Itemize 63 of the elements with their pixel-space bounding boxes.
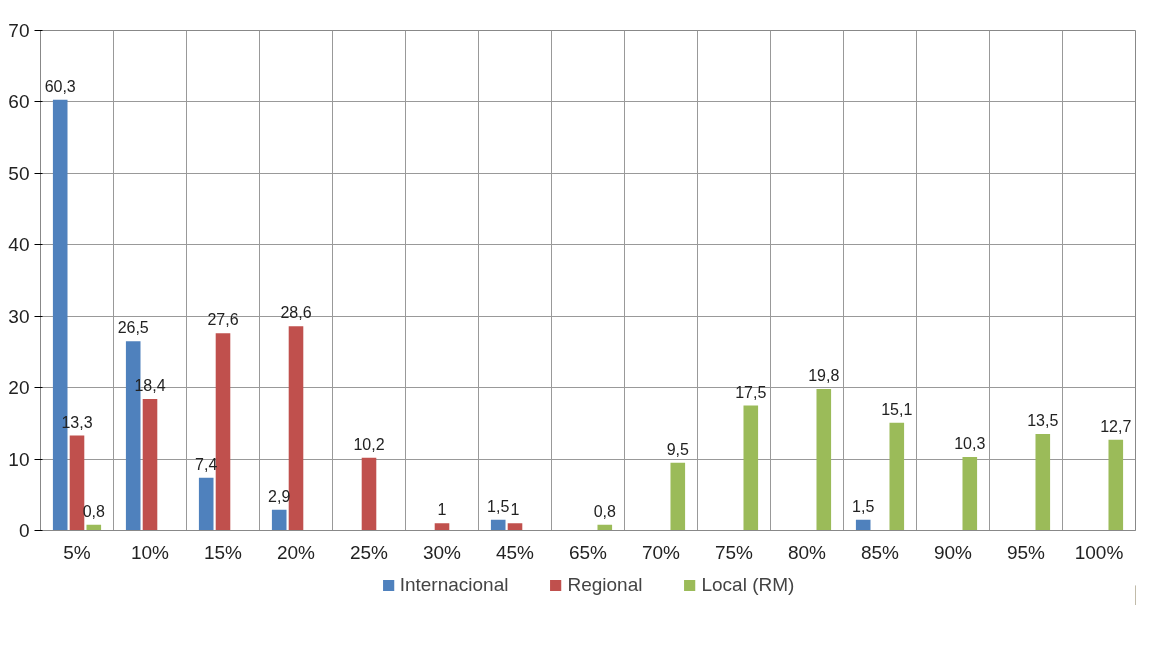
bar [670, 462, 686, 531]
bar [142, 399, 158, 531]
x-tick-label: 80% [787, 541, 827, 563]
data-label: 17,5 [735, 383, 767, 401]
x-tick-label: 75% [714, 541, 754, 563]
x-tick-label: 65% [568, 541, 608, 563]
data-label: 10,3 [954, 434, 986, 452]
bar [743, 405, 759, 531]
data-label: 13,5 [1027, 412, 1059, 430]
bar [597, 524, 613, 531]
bar [69, 435, 85, 531]
bar [1035, 434, 1051, 531]
bar [1108, 439, 1124, 531]
data-label: 1 [437, 501, 447, 519]
data-label: 15,1 [881, 400, 913, 418]
x-tick-label: 100% [1074, 541, 1124, 563]
data-label: 12,7 [1100, 417, 1132, 435]
bar [490, 519, 506, 531]
bar [816, 389, 832, 531]
y-tick-label: 50 [8, 162, 30, 184]
bar [962, 456, 978, 531]
x-tick-label: 90% [933, 541, 973, 563]
legend-label: Regional [567, 574, 643, 596]
y-tick-label: 30 [8, 305, 30, 327]
legend-label: Local (RM) [701, 574, 795, 596]
bar [434, 523, 450, 531]
data-label: 9,5 [666, 440, 690, 458]
bar [86, 524, 102, 531]
x-tick-label: 10% [130, 541, 170, 563]
x-tick-label: 15% [203, 541, 243, 563]
x-tick-label: 20% [276, 541, 316, 563]
bar [288, 326, 304, 531]
y-tick-label: 40 [8, 234, 30, 256]
y-tick-label: 20 [8, 377, 30, 399]
x-tick-label: 95% [1006, 541, 1046, 563]
y-tick-label: 60 [8, 91, 30, 113]
bar [361, 457, 377, 531]
data-label: 0,8 [593, 502, 617, 520]
data-label: 60,3 [44, 77, 76, 95]
data-label: 1,5 [852, 497, 875, 515]
x-tick-label: 5% [63, 541, 91, 563]
data-label: 1,5 [487, 497, 510, 515]
bar [507, 523, 523, 531]
x-tick-label: 70% [641, 541, 681, 563]
y-tick-label: 0 [18, 520, 30, 541]
x-tick-label: 30% [422, 541, 462, 563]
bar [271, 509, 287, 531]
x-tick-label: 85% [860, 541, 900, 563]
y-tick-label: 70 [8, 20, 30, 41]
x-tick-label: 25% [349, 541, 389, 563]
data-label: 26,5 [117, 319, 149, 337]
data-label: 10,2 [353, 435, 385, 453]
x-tick-label: 45% [495, 541, 535, 563]
legend-label: Internacional [399, 574, 509, 596]
bar [198, 477, 214, 531]
data-label: 1 [510, 501, 520, 519]
bar [889, 422, 905, 531]
y-tick-label: 10 [8, 448, 30, 470]
data-label: 28,6 [280, 304, 312, 322]
data-label: 19,8 [808, 367, 840, 385]
bar [855, 519, 871, 531]
data-label: 27,6 [207, 311, 239, 329]
bar [215, 333, 231, 531]
